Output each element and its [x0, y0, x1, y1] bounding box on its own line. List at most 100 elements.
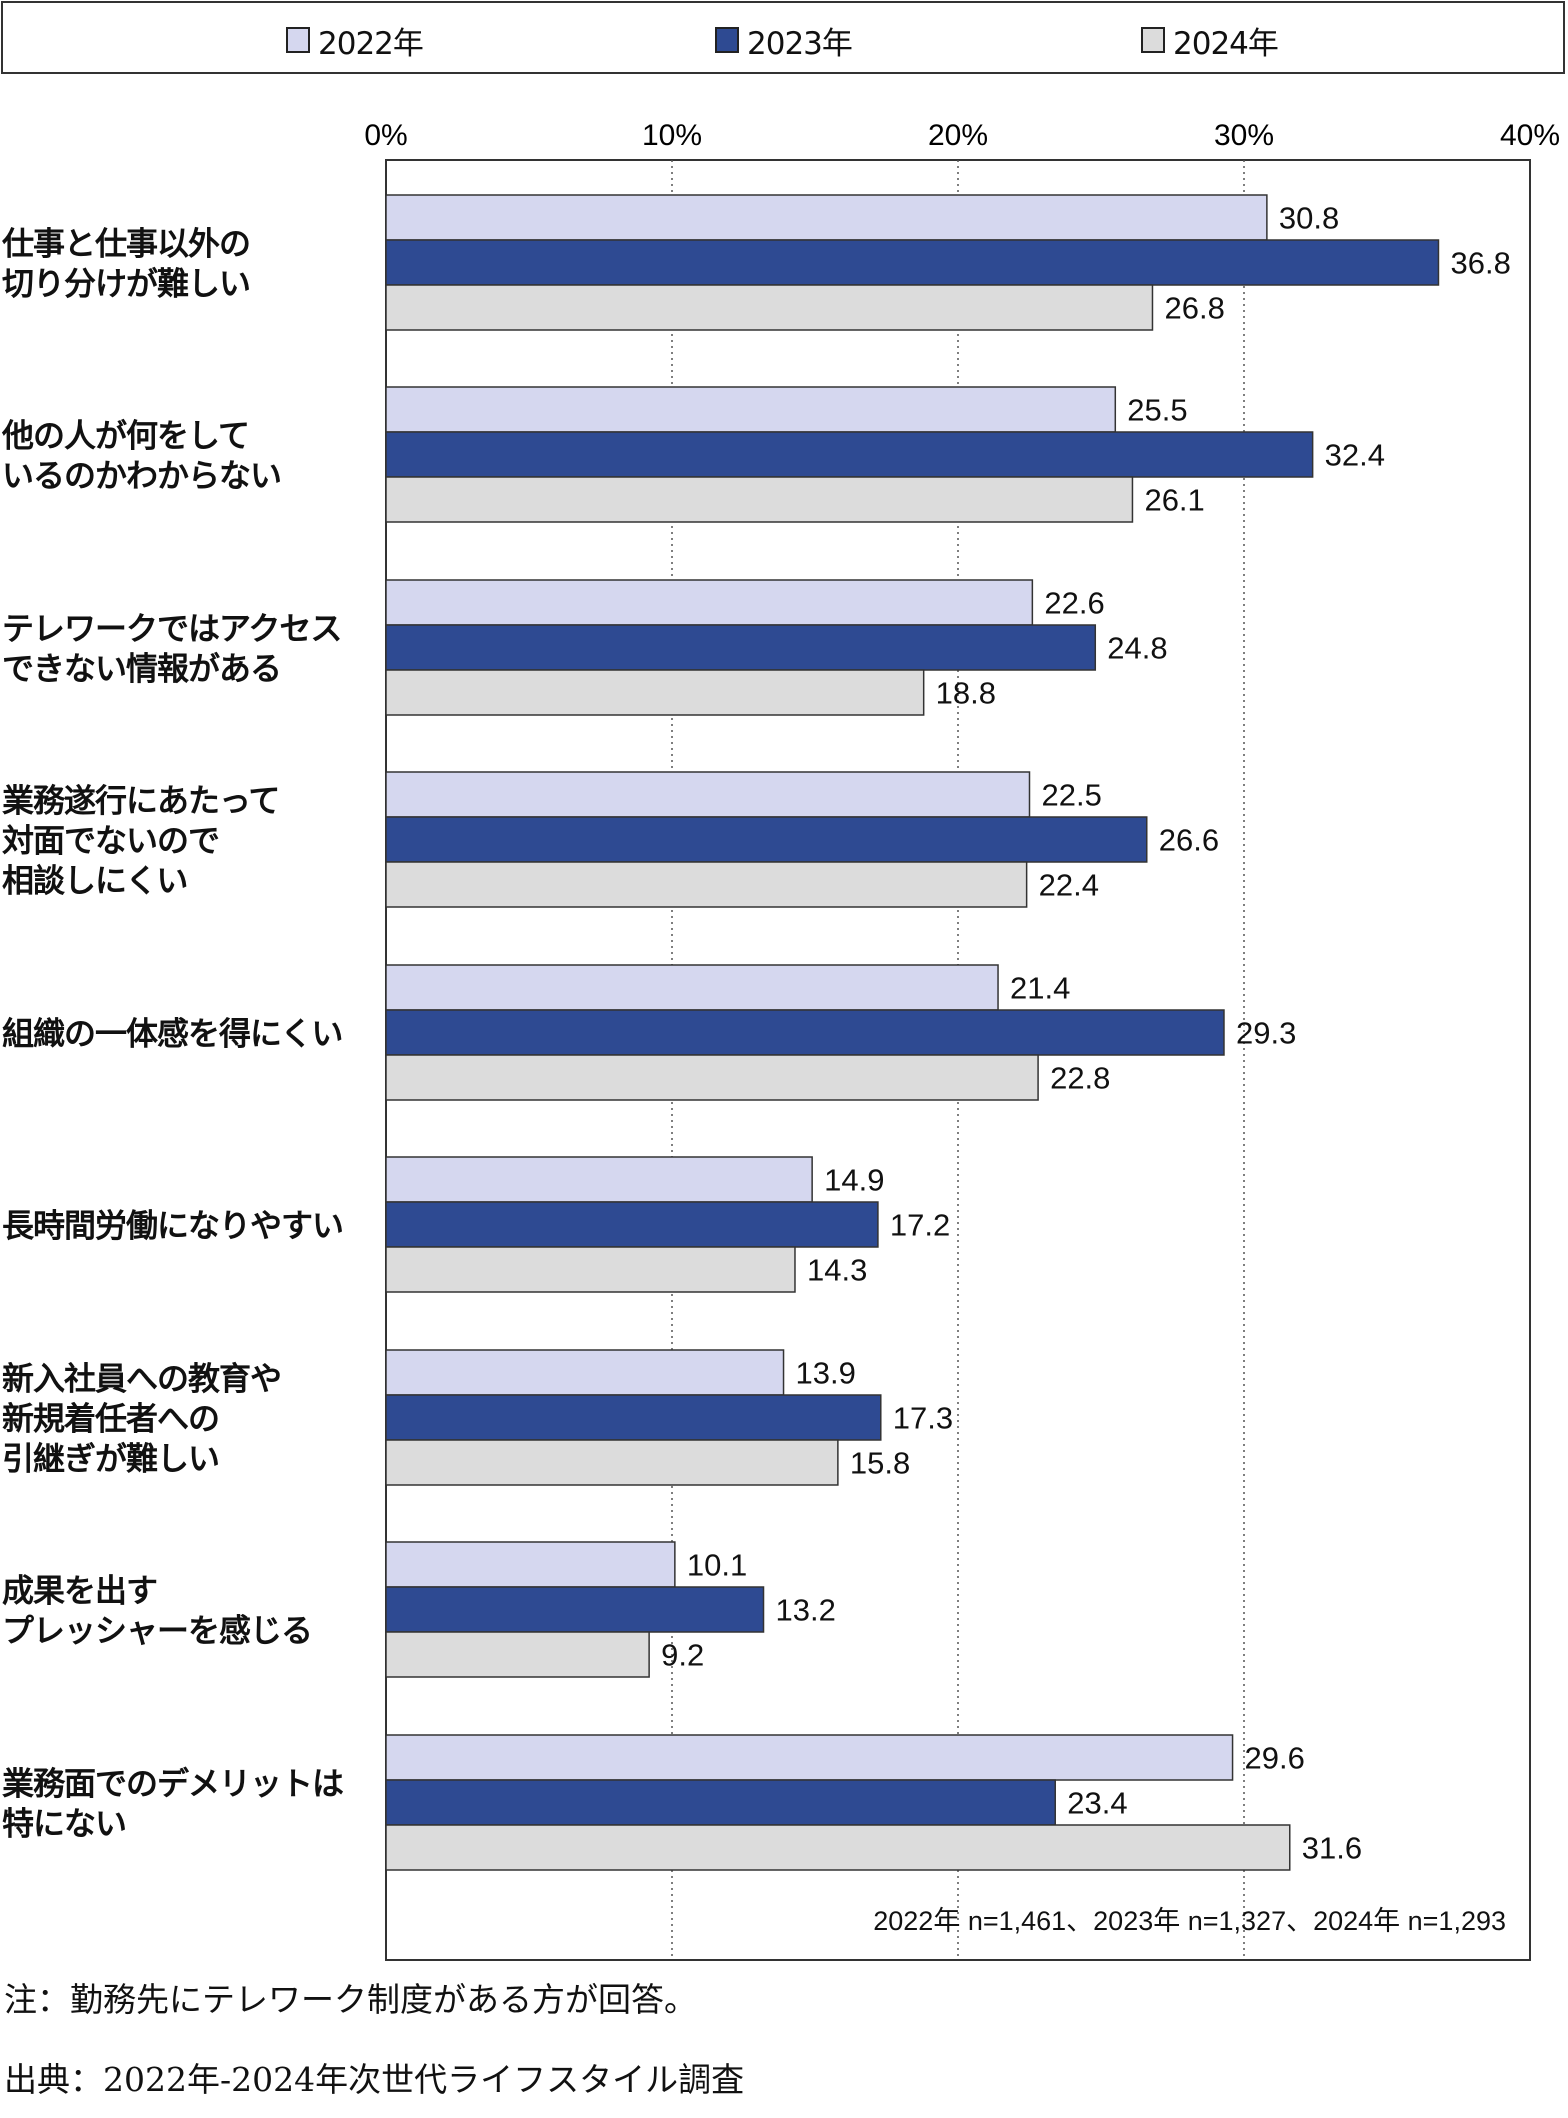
x-tick-label-1: 10% — [642, 119, 702, 152]
bar-7-0 — [385, 1541, 676, 1588]
bar-7-2 — [385, 1631, 650, 1678]
bar-4-1 — [385, 1009, 1225, 1056]
legend-item-2022: 2022年 — [286, 23, 424, 62]
category-label-line: いるのかわからない — [2, 457, 281, 495]
category-label-8: 業務面でのデメリットは特にない — [2, 1765, 344, 1843]
data-label-3-0: 22.5 — [1042, 778, 1102, 813]
category-label-line: 特にない — [2, 1805, 126, 1843]
data-label-4-0: 21.4 — [1010, 971, 1070, 1006]
category-label-line: プレッシャーを感じる — [2, 1612, 312, 1650]
data-label-4-2: 22.8 — [1050, 1061, 1110, 1096]
data-label-8-0: 29.6 — [1245, 1741, 1305, 1776]
data-label-8-1: 23.4 — [1067, 1786, 1127, 1821]
category-label-4: 組織の一体感を得にくい — [2, 1015, 342, 1053]
bar-5-0 — [385, 1156, 813, 1203]
category-label-line: 長時間労働になりやすい — [2, 1207, 343, 1245]
bar-8-0 — [385, 1734, 1234, 1781]
data-label-6-0: 13.9 — [796, 1356, 856, 1391]
category-label-line: 引継ぎが難しい — [2, 1440, 219, 1478]
bar-3-2 — [385, 861, 1028, 908]
data-label-0-1: 36.8 — [1450, 246, 1510, 281]
category-label-line: 新入社員への教育や — [2, 1360, 281, 1398]
bar-4-2 — [385, 1054, 1039, 1101]
category-label-line: 対面でないので — [2, 822, 219, 860]
category-label-line: 成果を出す — [2, 1572, 157, 1610]
bar-0-1 — [385, 239, 1440, 286]
bar-3-0 — [385, 771, 1031, 818]
bar-5-2 — [385, 1246, 796, 1293]
chart-legend: 2022年 2023年 2024年 — [1, 1, 1565, 74]
category-label-line: テレワークではアクセス — [2, 610, 341, 648]
category-label-2: テレワークではアクセスできない情報がある — [2, 610, 341, 688]
data-label-6-2: 15.8 — [850, 1446, 910, 1481]
data-label-2-1: 24.8 — [1107, 631, 1167, 666]
bar-0-0 — [385, 194, 1268, 241]
category-label-line: 他の人が何をして — [1, 417, 249, 455]
legend-label-2023: 2023年 — [747, 25, 853, 62]
legend-label-2024: 2024年 — [1173, 25, 1279, 62]
bar-5-1 — [385, 1201, 879, 1248]
data-label-4-1: 29.3 — [1236, 1016, 1296, 1051]
data-label-8-2: 31.6 — [1302, 1831, 1362, 1866]
data-label-6-1: 17.3 — [893, 1401, 953, 1436]
x-tick-label-3: 30% — [1214, 119, 1274, 152]
bar-6-1 — [385, 1394, 882, 1441]
bar-4-0 — [385, 964, 999, 1011]
data-label-0-2: 26.8 — [1164, 291, 1224, 326]
bar-8-1 — [385, 1779, 1056, 1826]
bar-1-0 — [385, 386, 1117, 433]
data-label-1-2: 26.1 — [1144, 483, 1204, 518]
data-label-7-0: 10.1 — [687, 1548, 747, 1583]
category-label-line: 仕事と仕事以外の — [2, 225, 250, 263]
bar-2-2 — [385, 669, 925, 716]
bar-8-2 — [385, 1824, 1291, 1871]
category-label-line: 組織の一体感を得にくい — [2, 1015, 342, 1053]
legend-swatch-2022 — [286, 27, 310, 53]
category-label-7: 成果を出すプレッシャーを感じる — [2, 1572, 312, 1650]
legend-item-2023: 2023年 — [715, 23, 853, 62]
data-label-3-1: 26.6 — [1159, 823, 1219, 858]
data-label-2-2: 18.8 — [936, 676, 996, 711]
data-label-5-0: 14.9 — [824, 1163, 884, 1198]
category-label-line: 切り分けが難しい — [2, 265, 250, 303]
category-label-line: 相談しにくい — [2, 862, 187, 900]
bar-1-1 — [385, 431, 1314, 478]
data-label-0-0: 30.8 — [1279, 201, 1339, 236]
bar-6-0 — [385, 1349, 785, 1396]
legend-swatch-2023 — [715, 27, 739, 53]
category-label-1: 他の人が何をしているのかわからない — [1, 417, 281, 495]
bar-6-2 — [385, 1439, 839, 1486]
bar-3-1 — [385, 816, 1148, 863]
data-label-3-2: 22.4 — [1039, 868, 1099, 903]
x-tick-label-0: 0% — [364, 119, 407, 152]
data-label-1-0: 25.5 — [1127, 393, 1187, 428]
data-label-2-0: 22.6 — [1044, 586, 1104, 621]
data-label-7-1: 13.2 — [776, 1593, 836, 1628]
footnote-source: 出典：2022年-2024年次世代ライフスタイル調査 — [4, 2060, 745, 2099]
sample-size-note: 2022年 n=1,461、2023年 n=1,327、2024年 n=1,29… — [873, 1906, 1506, 1936]
category-label-line: 業務遂行にあたって — [2, 782, 279, 820]
category-label-3: 業務遂行にあたって対面でないので相談しにくい — [2, 782, 279, 900]
x-tick-label-2: 20% — [928, 119, 988, 152]
category-label-line: 業務面でのデメリットは — [2, 1765, 344, 1803]
category-label-line: 新規着任者への — [2, 1400, 219, 1438]
legend-label-2022: 2022年 — [318, 25, 424, 62]
data-label-1-1: 32.4 — [1325, 438, 1385, 473]
legend-swatch-2024 — [1141, 27, 1165, 53]
category-label-6: 新入社員への教育や新規着任者への引継ぎが難しい — [2, 1360, 281, 1478]
bar-1-2 — [385, 476, 1134, 523]
bar-2-0 — [385, 579, 1034, 626]
data-label-5-2: 14.3 — [807, 1253, 867, 1288]
category-label-0: 仕事と仕事以外の切り分けが難しい — [2, 225, 250, 303]
legend-item-2024: 2024年 — [1141, 23, 1279, 62]
bar-chart: 0% 10% 20% 30% 40% 30.8 36.8 26.8 仕事と仕事以外の切り分けが難… — [1, 119, 1560, 1961]
category-label-line: できない情報がある — [2, 650, 281, 688]
bar-2-1 — [385, 624, 1097, 671]
category-label-5: 長時間労働になりやすい — [2, 1207, 343, 1245]
data-label-7-2: 9.2 — [661, 1638, 704, 1673]
footnote-note: 注：勤務先にテレワーク制度がある方が回答。 — [4, 1980, 697, 2019]
x-tick-label-4: 40% — [1500, 119, 1560, 152]
bar-7-1 — [385, 1586, 765, 1633]
bar-0-2 — [385, 284, 1154, 331]
data-label-5-1: 17.2 — [890, 1208, 950, 1243]
